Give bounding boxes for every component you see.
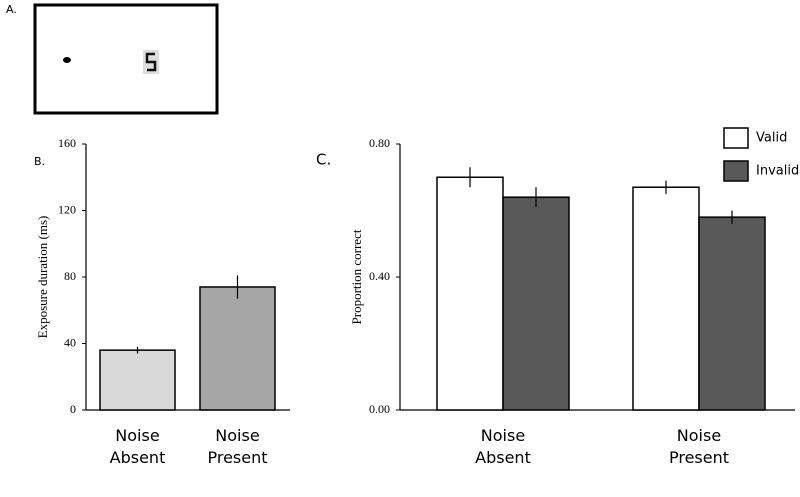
y-tick-label: 120 — [58, 202, 76, 216]
y-tick-label: 160 — [58, 136, 76, 150]
y-tick-label: 0.00 — [369, 402, 390, 416]
y-tick-label: 0 — [70, 402, 76, 416]
x-tick-label: Noise Present — [668, 426, 730, 467]
y-tick-label: 0.80 — [369, 136, 390, 150]
legend-label: Invalid — [756, 164, 799, 179]
x-tick-label: Noise Absent — [475, 426, 531, 467]
y-tick-label: 40 — [64, 335, 76, 349]
legend-swatch — [723, 160, 749, 182]
legend-swatch — [723, 127, 749, 149]
panel-label: A. — [6, 3, 17, 16]
bar — [199, 286, 276, 411]
target-stimulus — [145, 52, 157, 72]
y-tick-label: 0.40 — [369, 269, 390, 283]
bar — [502, 196, 570, 411]
fixation-dot — [63, 57, 71, 63]
y-tick-label: 80 — [64, 269, 76, 283]
x-tick-label: Noise Absent — [109, 426, 166, 467]
legend-label: Valid — [756, 131, 787, 146]
bar — [632, 186, 700, 411]
bar — [436, 176, 504, 411]
x-tick-label: Noise Present — [207, 426, 268, 467]
display-frame — [33, 3, 219, 115]
panel-label: B. — [34, 155, 45, 168]
y-axis-label: Exposure duration (ms) — [35, 216, 50, 339]
bar — [99, 349, 176, 411]
panel-label: C. — [316, 151, 331, 169]
y-axis-label: Proportion correct — [349, 229, 364, 324]
bar — [698, 216, 766, 411]
